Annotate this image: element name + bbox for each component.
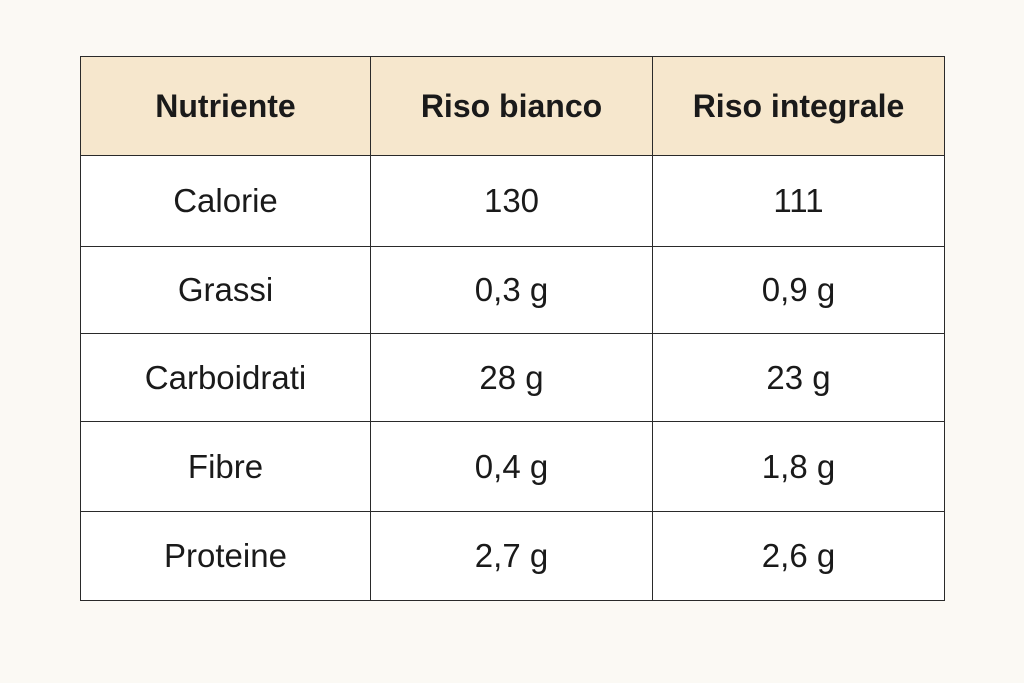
table-cell: Fibre [80, 421, 371, 512]
table-cell: Proteine [80, 511, 371, 601]
table-row: Calorie 130 111 [80, 155, 945, 247]
table-cell: 23 g [652, 333, 945, 422]
table-row: Grassi 0,3 g 0,9 g [80, 246, 945, 334]
nutrition-table: Nutriente Riso bianco Riso integrale Calor… [80, 56, 945, 601]
table-cell: 0,4 g [370, 421, 653, 512]
table-cell: 0,9 g [652, 246, 945, 334]
table-cell: 28 g [370, 333, 653, 422]
table-body: Calorie 130 111 Grassi 0,3 g 0,9 g Carboidrati… [80, 155, 945, 601]
table-cell: 2,6 g [652, 511, 945, 601]
table-cell: Carboidrati [80, 333, 371, 422]
header-cell: Riso bianco [370, 56, 653, 156]
header-cell: Nutriente [80, 56, 371, 156]
table-cell: 130 [370, 155, 653, 247]
table-cell: Grassi [80, 246, 371, 334]
table-cell: 2,7 g [370, 511, 653, 601]
table-cell: 0,3 g [370, 246, 653, 334]
header-row: Nutriente Riso bianco Riso integrale [80, 56, 945, 156]
table-row: Fibre 0,4 g 1,8 g [80, 421, 945, 512]
table-cell: Calorie [80, 155, 371, 247]
header-cell: Riso integrale [652, 56, 945, 156]
table-row: Carboidrati 28 g 23 g [80, 333, 945, 422]
table-cell: 111 [652, 155, 945, 247]
table-row: Proteine 2,7 g 2,6 g [80, 511, 945, 601]
table-header: Nutriente Riso bianco Riso integrale [80, 56, 945, 156]
table-cell: 1,8 g [652, 421, 945, 512]
